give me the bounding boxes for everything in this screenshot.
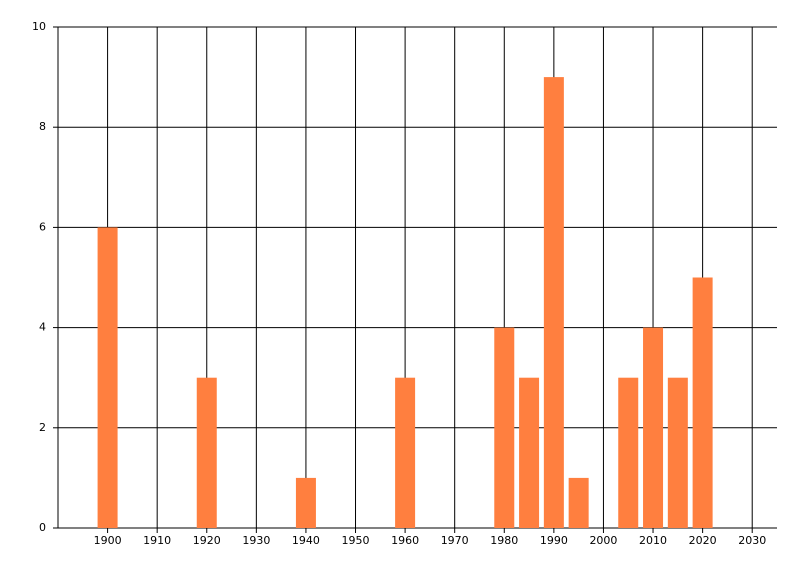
bar xyxy=(494,327,515,528)
bar xyxy=(97,227,118,528)
x-tick-label: 2010 xyxy=(639,534,667,547)
y-tick-label: 10 xyxy=(32,20,46,33)
bar xyxy=(568,477,589,528)
y-tick-label: 4 xyxy=(39,321,46,334)
x-tick-label: 1900 xyxy=(94,534,122,547)
bar xyxy=(519,377,540,528)
bar xyxy=(692,277,713,528)
bar xyxy=(196,377,217,528)
y-tick-label: 6 xyxy=(39,220,46,233)
x-tick-label: 1960 xyxy=(391,534,419,547)
x-tick-label: 2000 xyxy=(589,534,617,547)
x-tick-label: 1970 xyxy=(441,534,469,547)
bar xyxy=(295,477,316,528)
y-tick-label: 2 xyxy=(39,421,46,434)
x-tick-label: 1990 xyxy=(540,534,568,547)
x-tick-label: 2020 xyxy=(689,534,717,547)
bar xyxy=(395,377,416,528)
y-tick-label: 0 xyxy=(39,521,46,534)
bar xyxy=(643,327,664,528)
x-tick-label: 1940 xyxy=(292,534,320,547)
bar xyxy=(543,77,564,528)
x-tick-label: 1950 xyxy=(342,534,370,547)
bar xyxy=(618,377,639,528)
y-tick-label: 8 xyxy=(39,120,46,133)
x-tick-label: 1930 xyxy=(242,534,270,547)
x-tick-label: 1910 xyxy=(143,534,171,547)
x-tick-label: 1920 xyxy=(193,534,221,547)
x-tick-label: 1980 xyxy=(490,534,518,547)
bar xyxy=(667,377,688,528)
x-tick-label: 2030 xyxy=(738,534,766,547)
